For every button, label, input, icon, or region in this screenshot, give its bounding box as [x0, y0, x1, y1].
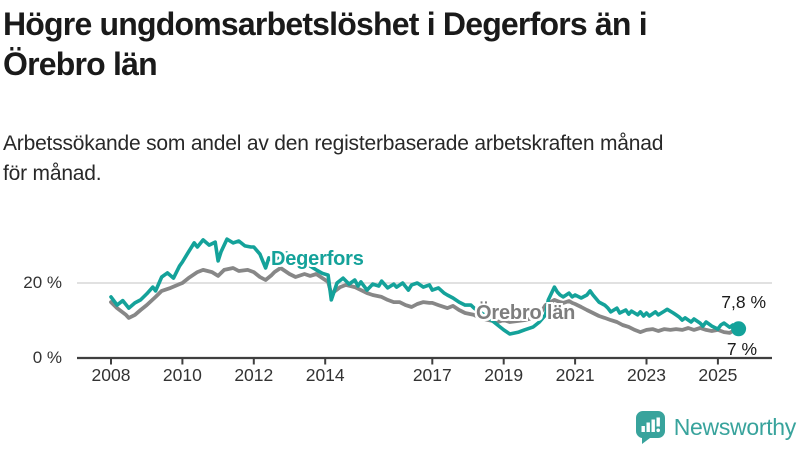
- degerfors-line: [109, 237, 741, 336]
- x-tick-label: 2017: [412, 365, 452, 385]
- subtitle-line-2: för månad.: [3, 162, 102, 185]
- y-tick-label: 0 %: [32, 348, 62, 367]
- degerfors-end-value-label: 7,8 %: [721, 292, 766, 312]
- grid-layer: [77, 282, 772, 365]
- y-tick-label: 20 %: [23, 273, 62, 292]
- orebro-lan-series-label: Örebro län: [476, 302, 576, 324]
- x-tick-label: 2021: [555, 365, 595, 385]
- x-tick-label: 2019: [484, 365, 524, 385]
- newsworthy-logo: Newsworthy: [635, 410, 796, 444]
- title-line-1: Högre ungdomsarbetslöshet i Degerfors än…: [3, 6, 648, 42]
- chart-subtitle: Arbetssökande som andel av den registerb…: [3, 129, 663, 189]
- title-line-2: Örebro län: [3, 46, 158, 82]
- x-tick-label: 2010: [162, 365, 202, 385]
- bar-chart-speech-bubble-icon: [635, 411, 665, 444]
- degerfors-series-label: Degerfors: [271, 248, 364, 270]
- x-tick-label: 2023: [627, 365, 666, 385]
- newsworthy-logo-text: Newsworthy: [673, 413, 797, 440]
- orebro-lan-line: [109, 266, 741, 335]
- orebro-lan-end-value-label: 7 %: [726, 339, 757, 359]
- subtitle-line-1: Arbetssökande som andel av den registerb…: [3, 132, 664, 155]
- degerfors-end-dot: [731, 321, 747, 337]
- page-title: Högre ungdomsarbetslöshet i Degerfors än…: [3, 4, 648, 84]
- x-tick-label: 2008: [91, 365, 131, 385]
- x-tick-label: 2025: [698, 365, 738, 385]
- x-tick-label: 2012: [234, 365, 274, 385]
- x-tick-label: 2014: [305, 365, 345, 385]
